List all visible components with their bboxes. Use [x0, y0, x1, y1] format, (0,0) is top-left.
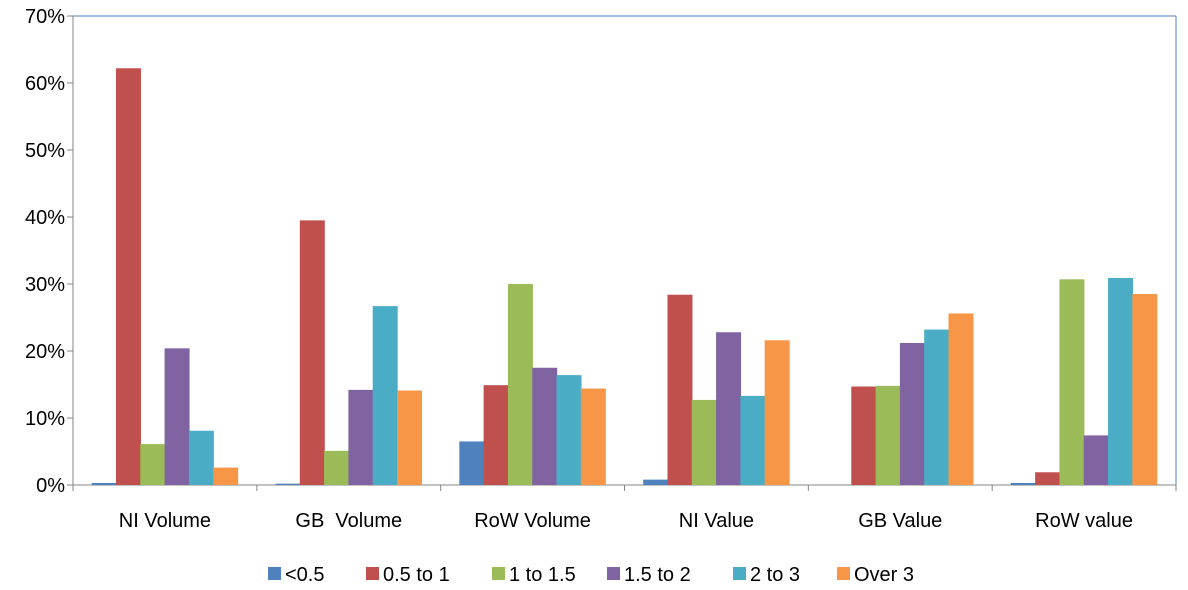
- bar: [556, 375, 582, 485]
- bar: [851, 386, 877, 485]
- bar: [948, 313, 974, 485]
- legend-label: 0.5 to 1: [383, 564, 450, 586]
- bar: [1059, 279, 1085, 485]
- bar: [580, 388, 606, 485]
- bar: [899, 342, 925, 485]
- bars: [91, 68, 1158, 485]
- x-axis: NI Volume GB Volume RoW Volume NI Value GB V…: [72, 484, 1177, 532]
- bar: [164, 348, 190, 485]
- x-tick-label: NI Value: [679, 510, 754, 532]
- y-tick-label: 50%: [25, 140, 65, 162]
- legend-item: 2 to 3: [733, 564, 800, 586]
- legend-label: 2 to 3: [750, 564, 800, 586]
- y-tick-label: 0%: [36, 475, 65, 497]
- legend-item: Over 3: [837, 564, 914, 586]
- legend-item: 1 to 1.5: [492, 564, 576, 586]
- y-axis: 0% 10% 20% 30% 40% 50% 60% 70%: [25, 6, 74, 497]
- legend-label: <0.5: [285, 564, 324, 586]
- legend-label: 1.5 to 2: [624, 564, 691, 586]
- bar: [483, 385, 509, 485]
- x-tick-label: RoW value: [1035, 510, 1133, 532]
- bar: [532, 367, 558, 485]
- bar: [1132, 294, 1158, 485]
- y-tick-label: 30%: [25, 274, 65, 296]
- x-tick-label: RoW Volume: [474, 510, 591, 532]
- x-tick-label: NI Volume: [119, 510, 211, 532]
- bar: [740, 395, 766, 485]
- bar: [691, 399, 717, 485]
- legend-swatch: [268, 567, 281, 580]
- x-tick-label: GB Volume: [295, 510, 402, 532]
- bar: [188, 430, 214, 485]
- bar: [643, 479, 669, 485]
- bar: [667, 294, 693, 485]
- bar: [140, 444, 166, 485]
- legend-swatch: [607, 567, 620, 580]
- bar: [459, 441, 485, 485]
- bar: [372, 306, 398, 485]
- legend-item: 1.5 to 2: [607, 564, 691, 586]
- legend-label: Over 3: [854, 564, 914, 586]
- bar: [507, 284, 533, 485]
- plot-area: [73, 15, 1177, 485]
- bar: [324, 450, 350, 485]
- y-tick-label: 20%: [25, 341, 65, 363]
- bar: [924, 329, 950, 485]
- bar: [1035, 472, 1061, 485]
- y-tick-label: 60%: [25, 73, 65, 95]
- bar: [764, 340, 790, 485]
- bar: [348, 389, 374, 485]
- bar: [1010, 482, 1036, 485]
- x-tick-label: GB Value: [858, 510, 942, 532]
- legend-item: 0.5 to 1: [366, 564, 450, 586]
- bar: [875, 385, 901, 485]
- legend: <0.5 0.5 to 1 1 to 1.5 1.5 to 2 2 to 3 Over 3: [268, 564, 914, 586]
- y-tick-label: 70%: [25, 6, 65, 28]
- bar: [115, 68, 141, 485]
- bar: [1083, 435, 1109, 485]
- bar: [716, 332, 742, 485]
- legend-swatch: [733, 567, 746, 580]
- bar: [213, 467, 239, 485]
- legend-swatch: [492, 567, 505, 580]
- legend-swatch: [837, 567, 850, 580]
- legend-item: <0.5: [268, 564, 324, 586]
- y-tick-label: 10%: [25, 408, 65, 430]
- legend-swatch: [366, 567, 379, 580]
- bar: [397, 390, 422, 485]
- legend-label: 1 to 1.5: [509, 564, 576, 586]
- bar: [91, 482, 117, 485]
- y-tick-label: 40%: [25, 207, 65, 229]
- bar: [299, 220, 325, 485]
- bar: [1108, 277, 1134, 485]
- bar: [275, 483, 301, 485]
